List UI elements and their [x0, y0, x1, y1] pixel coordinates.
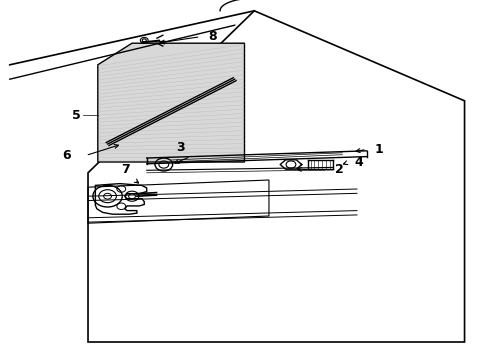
Polygon shape [98, 43, 244, 162]
Text: 2: 2 [334, 163, 343, 176]
Text: 1: 1 [373, 143, 382, 156]
Text: 8: 8 [207, 30, 216, 43]
Text: 7: 7 [121, 163, 129, 176]
Text: 6: 6 [62, 149, 71, 162]
Text: 3: 3 [176, 141, 184, 154]
Text: 4: 4 [354, 156, 363, 169]
Text: 5: 5 [72, 109, 81, 122]
